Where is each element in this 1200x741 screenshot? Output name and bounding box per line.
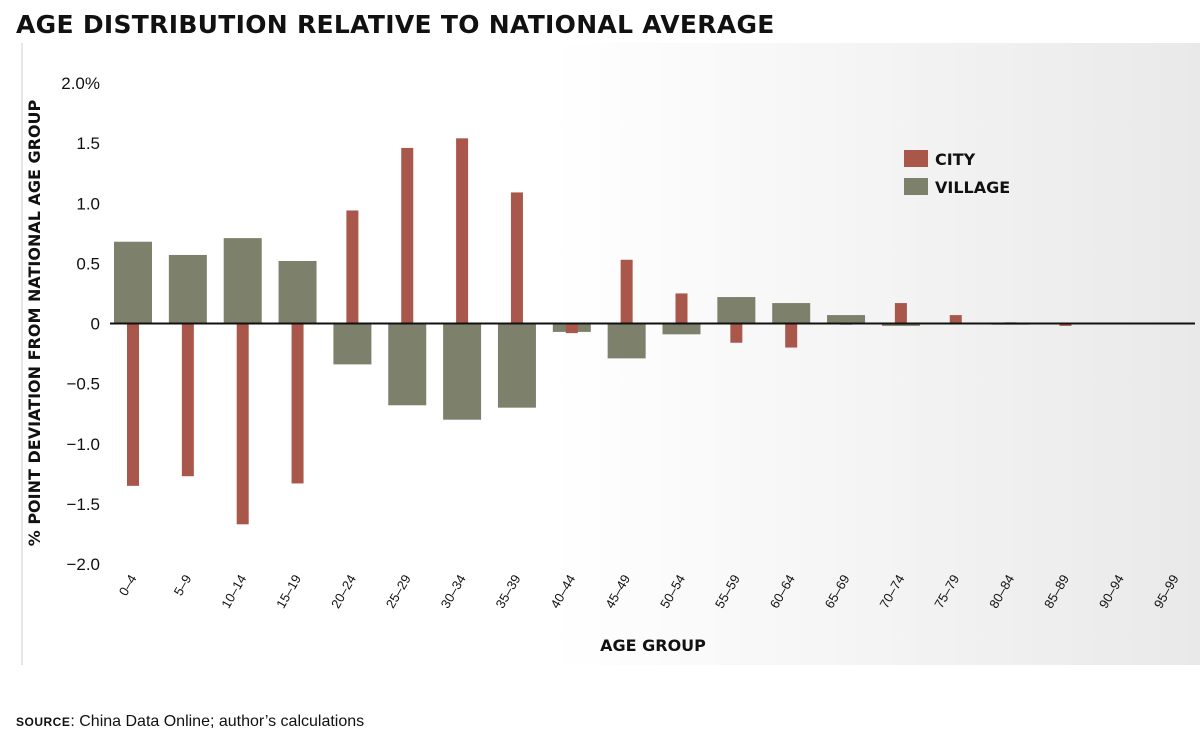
city-bar [675,293,688,324]
village-bar [772,303,811,324]
chart-title: AGE DISTRIBUTION RELATIVE TO NATIONAL AV… [16,10,775,39]
village-bar [827,315,866,324]
y-tick-label: 0 [91,315,100,334]
y-tick-label: 0.5 [76,254,100,273]
city-bar [346,210,359,324]
city-bar [456,138,469,324]
village-bar [333,323,372,365]
y-tick-label: −2.0 [66,555,100,574]
village-bar [607,323,646,359]
legend-swatch-city [904,150,928,167]
city-bar [401,147,414,324]
city-bar [565,323,578,334]
y-tick-label: −1.0 [66,435,100,454]
source-text: : China Data Online; author’s calculatio… [70,713,365,730]
city-bar [730,323,743,343]
y-tick-label: 1.5 [76,134,100,153]
village-bar [443,323,482,420]
village-bar [497,323,536,408]
village-bar [388,323,427,406]
city-bar [785,323,798,348]
city-bar [181,323,194,477]
y-tick-label: 1.0 [76,194,100,213]
y-tick-label: −0.5 [66,375,100,394]
city-bar [620,259,633,324]
village-bar [717,297,756,324]
legend-swatch-village [904,178,928,195]
y-tick-label: −1.5 [66,495,100,514]
legend-label-village: VILLAGE [935,178,1010,197]
village-bar [168,254,207,324]
y-tick-label: 2.0% [61,74,100,93]
village-bar [223,238,262,324]
city-bar [510,192,523,324]
bars [114,138,1195,525]
city-bar [894,303,907,324]
city-bar [1059,323,1072,326]
village-bar [662,323,701,335]
city-bar [236,323,249,525]
legend-label-city: CITY [935,150,976,169]
city-bar [127,323,139,486]
village-bar [881,323,920,326]
legend: CITY VILLAGE [904,150,1010,197]
village-bar [114,241,152,324]
city-bar [949,315,962,324]
x-axis-label: AGE GROUP [600,636,706,655]
city-bar [291,323,304,484]
source-note: SOURCE: China Data Online; author’s calc… [16,713,364,731]
y-axis-label: % POINT DEVIATION FROM NATIONAL AGE GROU… [25,99,44,546]
village-bar [278,260,317,324]
source-label: SOURCE [16,715,71,729]
y-axis-ticks: 2.0% 1.5 1.0 0.5 0 −0.5 −1.0 −1.5 −2.0 [61,74,100,574]
